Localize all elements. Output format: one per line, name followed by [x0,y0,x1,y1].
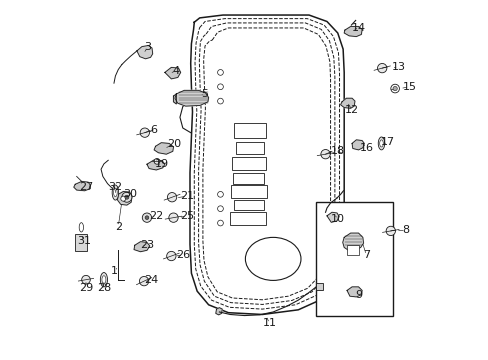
Polygon shape [137,45,152,59]
Text: 25: 25 [180,211,194,221]
Polygon shape [117,192,132,205]
Polygon shape [351,140,364,150]
Polygon shape [215,308,222,315]
Polygon shape [344,27,362,37]
Text: 26: 26 [176,250,190,260]
Text: 1: 1 [111,266,118,276]
Text: 4: 4 [172,66,180,76]
Text: 2: 2 [115,222,122,231]
Circle shape [81,275,90,284]
Text: 31: 31 [77,236,91,246]
Bar [233,173,263,184]
Circle shape [145,216,148,220]
Circle shape [320,149,329,159]
Text: 21: 21 [180,191,194,201]
Text: 8: 8 [402,225,408,235]
Polygon shape [190,15,344,315]
Circle shape [142,213,151,222]
Ellipse shape [79,223,83,232]
Circle shape [139,276,148,286]
Text: 10: 10 [330,215,344,224]
Circle shape [377,63,386,73]
Circle shape [217,220,223,226]
Text: 27: 27 [80,182,94,192]
Text: 18: 18 [330,146,344,156]
Circle shape [121,196,125,201]
Circle shape [154,158,160,164]
Text: 6: 6 [150,125,157,135]
Polygon shape [154,143,173,154]
Text: 13: 13 [391,62,405,72]
Polygon shape [173,94,176,104]
Text: 22: 22 [149,211,163,221]
Text: 24: 24 [144,275,158,285]
Bar [235,142,264,154]
Text: 32: 32 [108,182,122,192]
Ellipse shape [245,237,301,280]
Bar [316,283,323,291]
Circle shape [166,251,176,261]
Circle shape [217,192,223,197]
Circle shape [168,213,178,222]
Circle shape [392,86,396,91]
Circle shape [124,195,129,199]
Polygon shape [164,67,180,79]
Text: 9: 9 [355,290,362,300]
Circle shape [167,193,176,202]
Circle shape [122,192,132,202]
Ellipse shape [379,140,383,147]
Text: 28: 28 [97,283,111,293]
Text: 29: 29 [79,283,93,293]
Polygon shape [147,160,164,170]
Ellipse shape [112,185,119,200]
Polygon shape [134,242,149,252]
Text: 12: 12 [345,105,358,115]
Ellipse shape [100,273,107,287]
Bar [75,234,87,251]
Circle shape [217,69,223,75]
Bar [316,202,392,316]
Polygon shape [74,181,90,191]
Polygon shape [340,98,354,108]
Circle shape [217,84,223,90]
Text: 15: 15 [402,82,416,92]
Bar [230,185,266,198]
Circle shape [386,226,395,235]
Text: 5: 5 [201,89,208,99]
Polygon shape [326,212,339,222]
Ellipse shape [378,137,384,150]
Ellipse shape [102,276,106,284]
Text: 23: 23 [140,239,154,249]
Text: 11: 11 [262,319,276,328]
Bar [230,212,265,225]
Text: 20: 20 [167,139,181,149]
Circle shape [217,206,223,212]
Text: 7: 7 [362,250,369,260]
Circle shape [390,84,399,93]
Polygon shape [342,233,363,250]
Polygon shape [346,287,362,297]
Bar [233,200,264,210]
Text: 3: 3 [144,42,151,52]
Text: 30: 30 [123,189,137,199]
Bar [231,157,265,170]
Text: 14: 14 [351,23,366,33]
Text: 17: 17 [380,138,394,147]
Circle shape [140,128,149,137]
Circle shape [217,98,223,104]
Bar [233,123,265,138]
Ellipse shape [113,188,117,197]
Bar [346,245,358,255]
Polygon shape [175,90,208,106]
Text: 19: 19 [155,159,169,169]
Text: 16: 16 [359,143,373,153]
